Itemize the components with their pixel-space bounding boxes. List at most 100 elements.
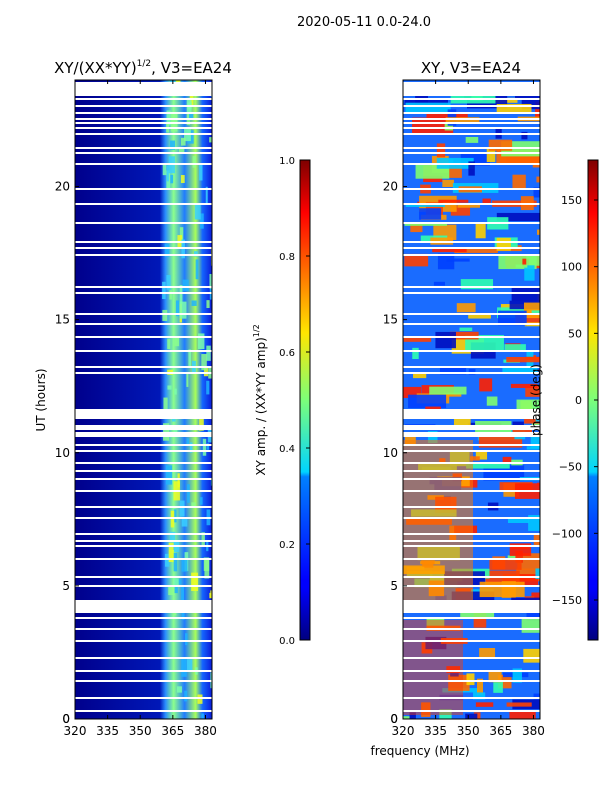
phase-x-tick-label: 350 bbox=[457, 724, 480, 738]
amplitude-cell bbox=[182, 279, 189, 291]
amplitude-panel-title: XY/(XX*YY)1/2, V3=EA24 bbox=[54, 59, 232, 77]
phase-heatmap-stripes bbox=[403, 82, 540, 712]
phase-cell bbox=[510, 383, 538, 388]
phase-cell bbox=[521, 617, 540, 633]
amplitude-y-tick-label: 15 bbox=[55, 313, 70, 327]
phase-cell bbox=[526, 446, 540, 450]
phase-gap bbox=[403, 133, 540, 135]
amplitude-colorbar-gradient bbox=[299, 159, 311, 641]
phase-cell bbox=[543, 103, 587, 117]
amplitude-cell bbox=[165, 553, 170, 567]
amplitude-cell bbox=[210, 590, 212, 599]
phase-gap bbox=[403, 585, 540, 587]
amplitude-cell bbox=[162, 281, 166, 300]
phase-gap bbox=[403, 604, 540, 609]
amplitude-gap bbox=[75, 617, 212, 619]
amplitude-cell bbox=[198, 333, 205, 350]
phase-gap bbox=[403, 222, 540, 224]
amplitude-gap bbox=[75, 628, 212, 630]
phase-colorbar: 150 100 50 0 −50 −100 −150 phase (deg) bbox=[529, 159, 599, 641]
phase-cell bbox=[457, 203, 481, 208]
amplitude-cell bbox=[202, 438, 207, 456]
amplitude-x-tick-label: 365 bbox=[161, 724, 184, 738]
amplitude-gap bbox=[75, 585, 212, 587]
phase-cell bbox=[515, 550, 523, 563]
amplitude-cell bbox=[176, 686, 182, 693]
amplitude-cell bbox=[179, 301, 187, 319]
phase-cell bbox=[446, 666, 461, 674]
phase-cell bbox=[466, 673, 475, 686]
amplitude-cell bbox=[170, 140, 176, 150]
phase-cell bbox=[524, 265, 535, 281]
phase-cell bbox=[475, 702, 494, 707]
amplitude-cell bbox=[168, 586, 175, 596]
amplitude-gap bbox=[75, 247, 212, 249]
amplitude-cell bbox=[206, 300, 210, 309]
phase-cell bbox=[507, 518, 530, 524]
phase-y-tick-label: 0 bbox=[390, 712, 398, 726]
phase-x-tick-label: 320 bbox=[392, 724, 415, 738]
phase-cell bbox=[523, 302, 540, 319]
amplitude-colorbar-tick-label: 0.6 bbox=[279, 348, 295, 359]
amplitude-gap bbox=[75, 697, 212, 699]
phase-gap bbox=[403, 576, 540, 578]
phase-cell bbox=[545, 221, 567, 230]
phase-cell bbox=[522, 258, 530, 267]
phase-colorbar-tick-label: −100 bbox=[552, 527, 582, 540]
phase-cell bbox=[537, 290, 540, 302]
phase-x-tick-label: 365 bbox=[489, 724, 512, 738]
phase-gap bbox=[403, 640, 540, 642]
amplitude-gap bbox=[75, 600, 212, 605]
amplitude-panel: XY/(XX*YY)1/2, V3=EA24 320 335 350 365 38000… bbox=[34, 59, 232, 738]
amplitude-cell bbox=[195, 259, 199, 280]
phase-cell bbox=[410, 221, 423, 233]
phase-cell bbox=[419, 208, 442, 220]
phase-cell bbox=[456, 303, 476, 313]
amplitude-gap bbox=[75, 576, 212, 578]
amplitude-cell bbox=[166, 165, 169, 182]
phase-cell bbox=[493, 681, 503, 693]
phase-gap bbox=[403, 409, 540, 414]
phase-cell bbox=[436, 143, 446, 158]
phase-cell bbox=[460, 608, 495, 619]
phase-cell bbox=[533, 693, 540, 700]
amplitude-gap bbox=[75, 490, 212, 492]
phase-gap bbox=[403, 323, 540, 325]
phase-cell bbox=[517, 553, 540, 570]
amplitude-cell bbox=[179, 285, 183, 304]
phase-cell bbox=[536, 176, 540, 183]
amplitude-gap bbox=[75, 254, 212, 256]
amplitude-cell bbox=[201, 532, 205, 546]
amplitude-cell bbox=[209, 137, 212, 143]
amplitude-gap bbox=[75, 545, 212, 547]
amplitude-gap bbox=[75, 540, 212, 542]
phase-cell bbox=[521, 98, 540, 110]
amplitude-cell bbox=[185, 633, 188, 646]
phase-gap bbox=[403, 254, 540, 256]
amplitude-gap bbox=[75, 409, 212, 414]
phase-colorbar-tick-label: −150 bbox=[552, 594, 582, 607]
amplitude-gap bbox=[75, 323, 212, 325]
phase-gap bbox=[403, 490, 540, 492]
amplitude-gap bbox=[75, 450, 212, 452]
amplitude-gap bbox=[75, 127, 212, 129]
phase-gap bbox=[403, 545, 540, 547]
phase-cell bbox=[531, 592, 540, 603]
amplitude-cell bbox=[177, 473, 180, 488]
phase-gap bbox=[403, 286, 540, 288]
amplitude-gap bbox=[75, 425, 212, 430]
amplitude-gap bbox=[75, 657, 212, 659]
amplitude-gap bbox=[75, 444, 212, 446]
phase-cell bbox=[403, 716, 410, 719]
phase-cell bbox=[504, 344, 526, 352]
phase-gap bbox=[403, 533, 540, 535]
amplitude-cell bbox=[167, 338, 171, 349]
phase-region bbox=[403, 440, 473, 600]
amplitude-cell bbox=[186, 373, 189, 387]
amplitude-colorbar-tick-label: 0.8 bbox=[279, 252, 295, 263]
phase-colorbar-ticks: 150 100 50 0 −50 −100 −150 bbox=[552, 194, 598, 607]
amplitude-gap bbox=[75, 105, 212, 107]
phase-cell bbox=[470, 456, 480, 461]
amplitude-cell bbox=[199, 164, 203, 181]
